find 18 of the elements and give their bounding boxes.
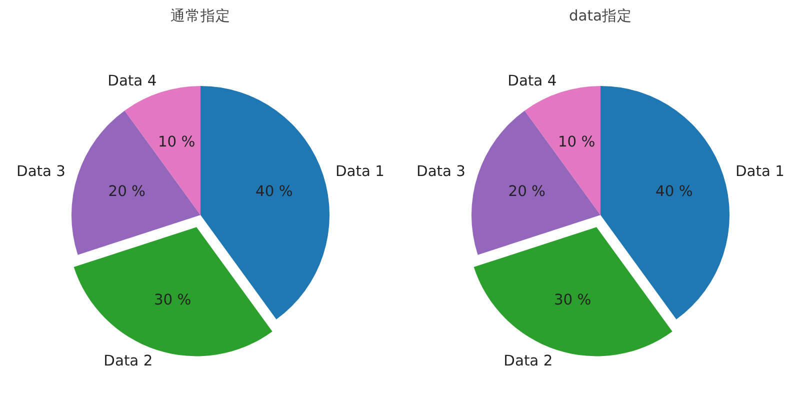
chart-title: 通常指定 [170,8,230,24]
slice-label: Data 1 [735,163,784,180]
slice-label: Data 2 [104,352,153,370]
slice-label: Data 1 [335,163,384,180]
slice-label: Data 2 [504,352,553,370]
data-label: 10 % [558,134,596,150]
data-label: 10 % [158,134,196,150]
chart-title: data指定 [568,8,632,24]
data-label: 40 % [656,182,693,200]
data-label: 30 % [554,292,592,309]
slice-label: Data 3 [16,163,66,180]
slice-label: Data 4 [108,72,157,90]
data-label: 40 % [256,182,293,200]
slice-label: Data 4 [508,72,557,90]
data-label: 20 % [508,182,546,200]
data-label: 20 % [108,182,146,200]
data-label: 30 % [154,292,192,309]
slice-label: Data 3 [416,163,466,180]
